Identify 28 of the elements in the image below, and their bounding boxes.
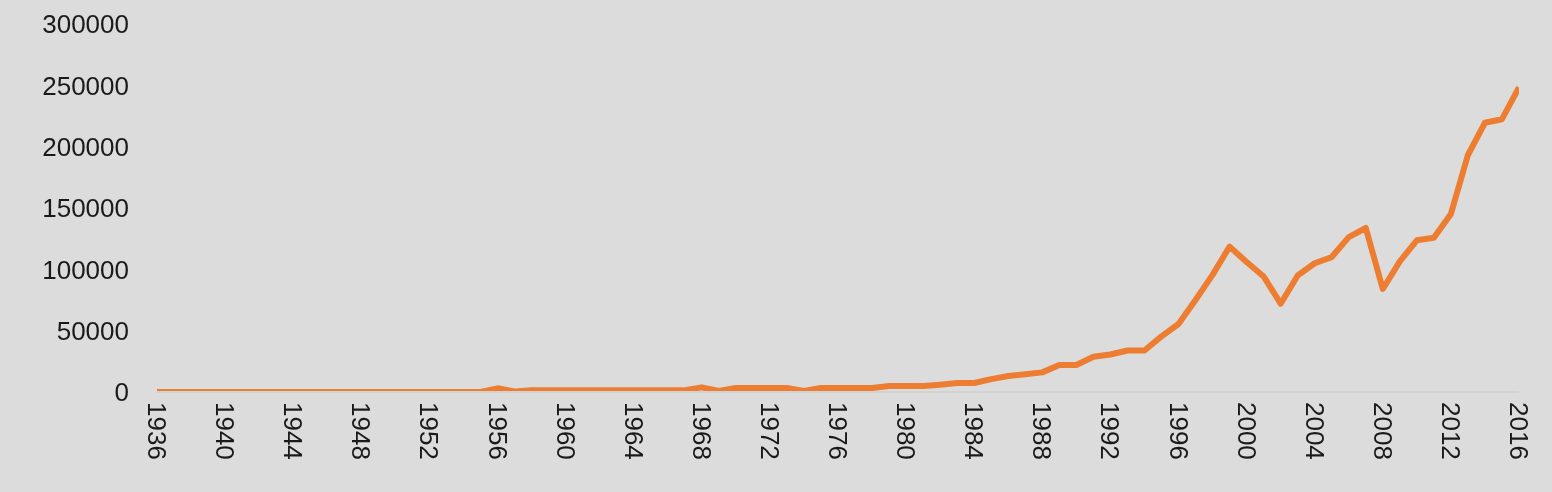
x-tick-label: 2012 <box>1435 402 1466 460</box>
x-tick-label: 1964 <box>618 402 649 460</box>
x-tick-label: 1996 <box>1163 402 1194 460</box>
y-tick-label: 250000 <box>42 70 129 101</box>
x-tick-label: 1952 <box>414 402 445 460</box>
x-tick-label: 1956 <box>482 402 513 460</box>
x-tick-label: 1948 <box>346 402 377 460</box>
x-tick-label: 2008 <box>1367 402 1398 460</box>
y-tick-label: 150000 <box>42 193 129 224</box>
x-tick-label: 1968 <box>686 402 717 460</box>
y-tick-label: 200000 <box>42 131 129 162</box>
x-tick-label: 2004 <box>1299 402 1330 460</box>
x-tick-label: 1936 <box>142 402 172 460</box>
y-tick-label: 50000 <box>56 315 129 346</box>
x-tick-label: 1940 <box>210 402 241 460</box>
x-tick-label: 1944 <box>278 402 309 460</box>
x-tick-label: 1988 <box>1027 402 1058 460</box>
y-tick-label: 300000 <box>42 9 129 40</box>
x-tick-label: 1976 <box>823 402 853 460</box>
y-tick-label: 0 <box>114 377 129 408</box>
x-tick-label: 1960 <box>550 402 581 460</box>
x-tick-label: 1972 <box>754 402 785 460</box>
x-tick-label: 1984 <box>959 402 990 460</box>
x-tick-label: 2000 <box>1231 402 1262 460</box>
x-tick-label: 2016 <box>1504 402 1534 460</box>
x-tick-label: 1992 <box>1095 402 1126 460</box>
x-tick-label: 1980 <box>891 402 922 460</box>
y-tick-label: 100000 <box>42 254 129 285</box>
